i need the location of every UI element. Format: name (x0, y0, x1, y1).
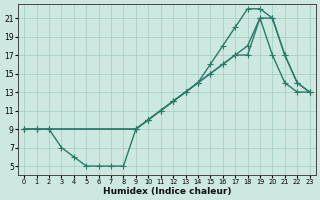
X-axis label: Humidex (Indice chaleur): Humidex (Indice chaleur) (103, 187, 231, 196)
